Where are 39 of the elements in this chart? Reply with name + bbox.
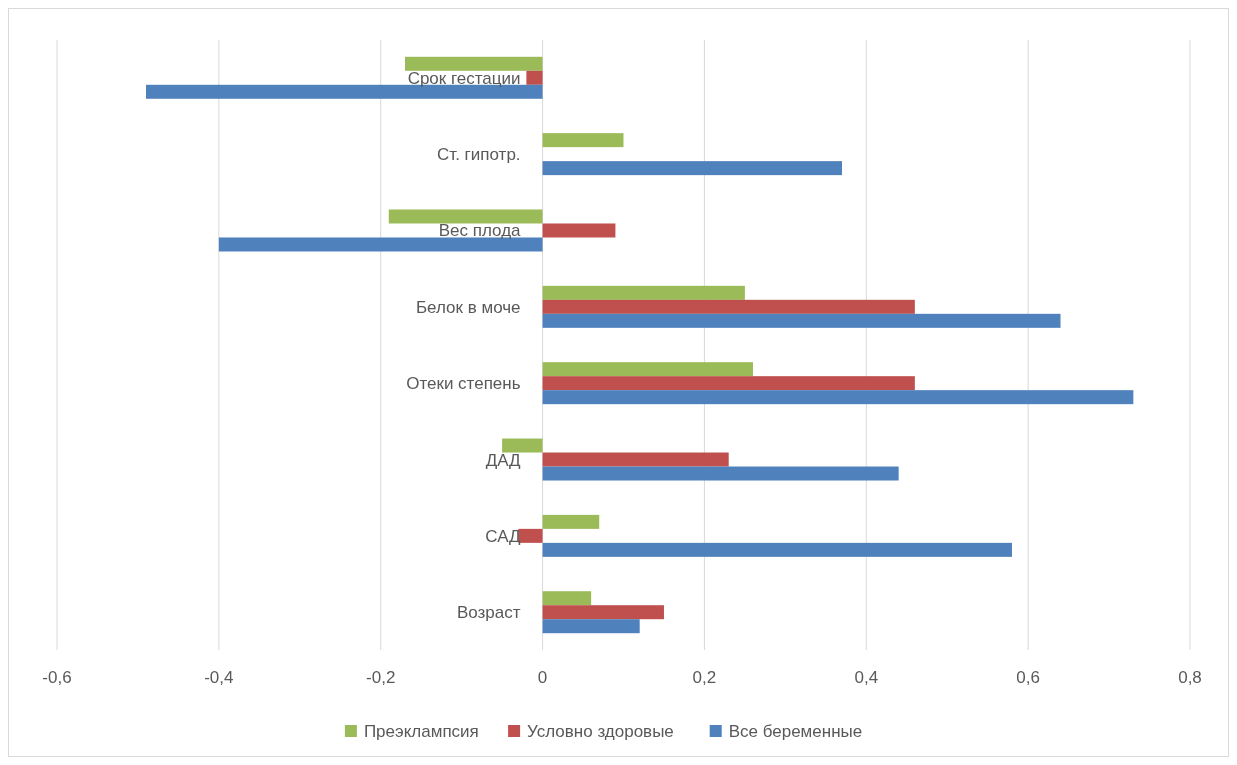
bar — [502, 438, 543, 453]
bar — [542, 223, 616, 238]
bar — [542, 452, 729, 467]
legend-label: Все беременные — [728, 722, 863, 741]
bar — [542, 313, 1061, 328]
bar — [542, 466, 899, 481]
y-tick-label: Белок в моче — [415, 297, 521, 317]
bar — [542, 514, 600, 529]
x-tick-label: 0,2 — [692, 668, 717, 687]
bar — [542, 605, 664, 620]
bar — [526, 70, 543, 85]
bar — [542, 285, 745, 300]
x-tick-label: -0,4 — [204, 668, 234, 687]
bar — [542, 619, 640, 634]
bar — [542, 299, 915, 314]
x-tick-label: 0,8 — [1178, 668, 1202, 687]
bar — [542, 542, 1012, 557]
bar — [542, 591, 592, 606]
bar — [542, 390, 1134, 405]
bar — [542, 161, 843, 176]
bar — [388, 209, 543, 224]
x-tick-label: 0 — [537, 668, 548, 687]
x-tick-label: 0,6 — [1016, 668, 1040, 687]
y-tick-label: Возраст — [456, 603, 521, 623]
y-tick-label: Срок гестации — [407, 68, 521, 88]
bar — [542, 362, 753, 377]
x-tick-label: 0,4 — [854, 668, 879, 687]
x-tick-label: -0,6 — [42, 668, 72, 687]
bar — [542, 376, 915, 391]
y-tick-label: Вес плода — [438, 221, 522, 241]
bar — [218, 237, 543, 252]
bar — [404, 56, 543, 71]
y-tick-label: Отеки степень — [406, 374, 521, 394]
x-tick-label: -0,2 — [366, 668, 396, 687]
y-tick-label: Ст. гипотр. — [436, 145, 521, 165]
legend-label: Преэклампсия — [363, 722, 479, 741]
legend-label: Условно здоровые — [527, 722, 674, 741]
bar — [542, 133, 624, 148]
y-tick-label: ДАД — [485, 450, 522, 470]
